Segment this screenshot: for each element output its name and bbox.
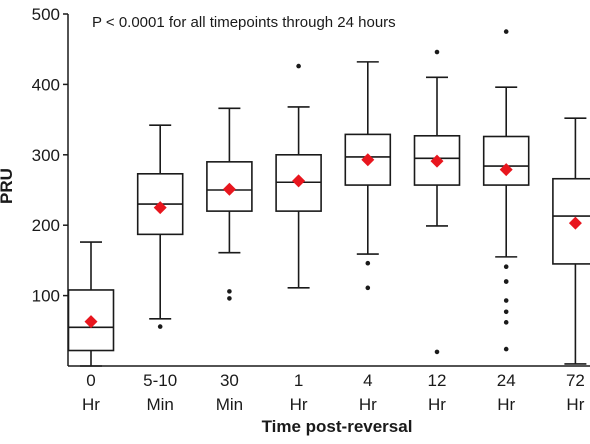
x-tick-label: 5-10	[143, 371, 177, 390]
box-group	[413, 49, 461, 355]
y-tick-label: 100	[32, 287, 60, 306]
chart-annotation: P < 0.0001 for all timepoints through 24…	[92, 14, 396, 31]
outlier-point	[365, 260, 371, 266]
iqr-box	[482, 135, 530, 186]
mean-marker	[222, 182, 236, 196]
axes: 100 200 300 400 500 0 Hr 5-10 Min 30 Min 1 Hr 4 Hr 12 Hr…	[32, 5, 590, 414]
x-tick-label: 12	[428, 371, 447, 390]
iqr-box	[552, 177, 590, 265]
outlier-point	[434, 349, 440, 355]
outlier-point	[503, 279, 509, 284]
outlier-point	[503, 309, 509, 315]
x-tick-label-unit: Hr	[359, 395, 377, 414]
x-tick-label: 30	[220, 371, 239, 390]
box-group	[344, 61, 392, 291]
mean-marker	[361, 153, 375, 167]
mean-marker	[153, 201, 167, 215]
mean-marker	[499, 163, 513, 177]
outlier-point	[503, 29, 509, 34]
box-group	[136, 124, 184, 329]
outlier-point	[503, 346, 509, 352]
outlier-point	[503, 320, 509, 325]
plot-area	[67, 29, 590, 367]
box-group	[275, 63, 322, 289]
mean-marker	[84, 315, 98, 329]
outlier-point	[503, 264, 509, 270]
mean-marker	[568, 216, 582, 230]
y-tick-label: 500	[32, 5, 60, 24]
x-tick-label: 4	[363, 371, 372, 390]
x-tick-label-unit: Hr	[290, 395, 308, 414]
x-axis-title: Time post-reversal	[262, 417, 413, 436]
outlier-point	[434, 49, 440, 55]
mean-marker	[430, 154, 444, 168]
outlier-point	[157, 324, 163, 329]
y-tick-label: 200	[32, 216, 60, 235]
y-axis-title: PRU	[0, 168, 16, 204]
x-tick-label: 1	[294, 371, 303, 390]
x-tick-label-unit: Hr	[566, 395, 584, 414]
x-tick-label-unit: Hr	[82, 395, 100, 414]
outlier-point	[503, 298, 509, 303]
y-tick-label: 400	[32, 75, 60, 94]
box-group	[482, 29, 530, 352]
x-tick-label-unit: Min	[216, 395, 243, 414]
outlier-point	[227, 296, 232, 301]
box-group	[67, 241, 115, 367]
x-tick-label-unit: Min	[146, 395, 173, 414]
x-tick-label-unit: Hr	[497, 395, 515, 414]
mean-marker	[292, 174, 306, 188]
x-tick-label: 72	[566, 371, 585, 390]
box-group	[552, 117, 590, 365]
y-tick-label: 300	[32, 146, 60, 165]
x-tick-label: 0	[86, 371, 95, 390]
x-tick-label-unit: Hr	[428, 395, 446, 414]
outlier-point	[227, 289, 232, 294]
outlier-point	[365, 285, 371, 291]
outlier-point	[296, 63, 301, 69]
box-group	[206, 107, 253, 301]
x-tick-label: 24	[497, 371, 516, 390]
